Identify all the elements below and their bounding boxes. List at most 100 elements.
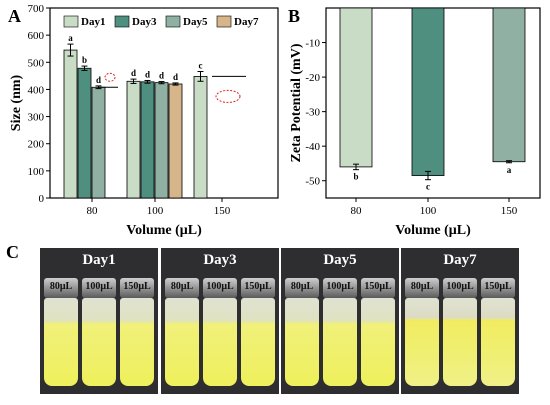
vial	[405, 298, 439, 386]
vial-volume-label: 100μL	[206, 281, 234, 292]
y-tick-label: 100	[28, 166, 45, 178]
bar-day5	[154, 82, 169, 199]
vial-volume-label: 80μL	[49, 281, 73, 292]
vial	[361, 298, 395, 386]
vial-volume-label: 100μL	[446, 281, 474, 292]
y-axis-label: Size (nm)	[9, 74, 24, 131]
bar-150	[492, 7, 526, 163]
vial-volume-label: 80μL	[290, 281, 314, 292]
vial	[44, 298, 78, 386]
vial	[165, 298, 199, 386]
vial	[120, 298, 154, 386]
vial	[481, 298, 515, 386]
y-tick-label: 200	[28, 139, 45, 151]
panel-letter-b: B	[288, 6, 300, 26]
vial-volume-label: 150μL	[364, 281, 392, 292]
significance-letter: d	[173, 72, 178, 82]
vial-cap	[203, 278, 237, 298]
bar-100	[411, 7, 445, 176]
x-tick-label: 100	[420, 205, 437, 217]
vial-volume-label: 80μL	[410, 281, 434, 292]
x-tick-label: 80	[351, 205, 363, 217]
legend-swatch-day5	[165, 15, 181, 28]
y-tick-label: -50	[305, 176, 320, 188]
vial	[203, 298, 237, 386]
photo-day-title: Day3	[203, 252, 237, 268]
y-tick-label: 400	[28, 84, 45, 96]
y-tick-label: 0	[39, 193, 45, 205]
bar-day1	[63, 49, 78, 199]
photo-day1: Day1 80μL 100μL 150μL	[40, 248, 158, 394]
missing-bar-circle	[104, 72, 116, 82]
legend-label-day7: Day7	[234, 16, 259, 28]
x-tick-label: 80	[87, 205, 99, 217]
vial-photo-panel: Day1 80μL 100μL 150μL Day3 80μL 100μL 150μL Day5…	[40, 248, 520, 396]
vial-cap	[323, 278, 357, 298]
panel-letter-c: C	[6, 242, 19, 262]
vial-cap	[361, 278, 395, 298]
vial-volume-label: 100μL	[85, 281, 113, 292]
vial-volume-label: 80μL	[170, 281, 194, 292]
vial-cap	[120, 278, 154, 298]
bar-day1	[193, 76, 208, 199]
zeta-chart: -50 -40 -30 -20 -10 b 80 c 100 a 150 Volume (μL) Zet…	[289, 7, 541, 238]
significance-letter: d	[159, 71, 164, 81]
vial-volume-label: 150μL	[123, 281, 151, 292]
vial	[443, 298, 477, 386]
significance-letter: c	[199, 61, 203, 71]
significance-letter: b	[82, 55, 87, 65]
bar-day3	[140, 81, 155, 199]
legend-label-day5: Day5	[183, 16, 208, 28]
x-axis-label: Volume (μL)	[395, 223, 471, 238]
x-tick-label: 150	[501, 205, 518, 217]
significance-letter: c	[426, 182, 430, 192]
photo-day7: Day7 80μL 100μL 150μL	[401, 248, 519, 394]
x-axis-label: Volume (μL)	[126, 223, 202, 238]
vial-cap	[405, 278, 439, 298]
bar-day3	[77, 67, 92, 199]
vial-cap	[165, 278, 199, 298]
photo-day-title: Day5	[323, 252, 357, 268]
legend-swatch-day7	[216, 15, 232, 28]
panel-letter-a: A	[8, 6, 21, 26]
bar-day1	[126, 80, 141, 199]
y-tick-label: 500	[28, 57, 45, 69]
vial	[241, 298, 275, 386]
vial-cap	[443, 278, 477, 298]
significance-letter: a	[68, 33, 73, 43]
vial-volume-label: 150μL	[484, 281, 512, 292]
vial-cap	[481, 278, 515, 298]
vial-cap	[44, 278, 78, 298]
y-tick-label: -40	[305, 141, 320, 153]
y-tick-label: -30	[305, 107, 320, 119]
legend-label-day1: Day1	[81, 16, 105, 28]
missing-bar-circle	[215, 89, 241, 103]
significance-letter: d	[96, 75, 101, 85]
significance-letter: a	[507, 165, 512, 175]
vial-cap	[241, 278, 275, 298]
significance-letter: b	[353, 172, 358, 182]
vial	[285, 298, 319, 386]
legend-label-day3: Day3	[132, 16, 157, 28]
vial-volume-label: 150μL	[244, 281, 272, 292]
y-tick-label: -20	[305, 72, 320, 84]
photo-day-title: Day7	[443, 252, 477, 268]
photo-day3: Day3 80μL 100μL 150μL	[161, 248, 279, 394]
photo-day5: Day5 80μL 100μL 150μL	[281, 248, 399, 394]
y-tick-label: 300	[28, 112, 45, 124]
vial	[323, 298, 357, 386]
legend-swatch-day3	[114, 15, 130, 28]
photo-day-title: Day1	[82, 252, 116, 268]
y-axis-label: Zeta Potential (mV)	[289, 43, 304, 162]
y-tick-label: 600	[28, 30, 45, 42]
y-tick-label: 700	[28, 3, 45, 15]
vial-cap	[285, 278, 319, 298]
bar-day5	[91, 86, 106, 199]
x-tick-label: 100	[147, 205, 164, 217]
vial-volume-label: 100μL	[326, 281, 354, 292]
x-tick-label: 150	[214, 205, 231, 217]
vial	[82, 298, 116, 386]
legend-swatch-day1	[63, 15, 79, 28]
